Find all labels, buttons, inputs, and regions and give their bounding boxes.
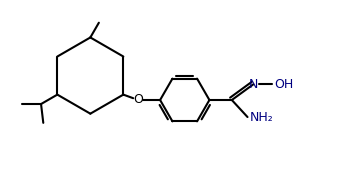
Text: O: O: [133, 94, 143, 107]
Text: N: N: [249, 78, 258, 91]
Text: NH₂: NH₂: [250, 111, 274, 124]
Text: OH: OH: [274, 78, 293, 91]
